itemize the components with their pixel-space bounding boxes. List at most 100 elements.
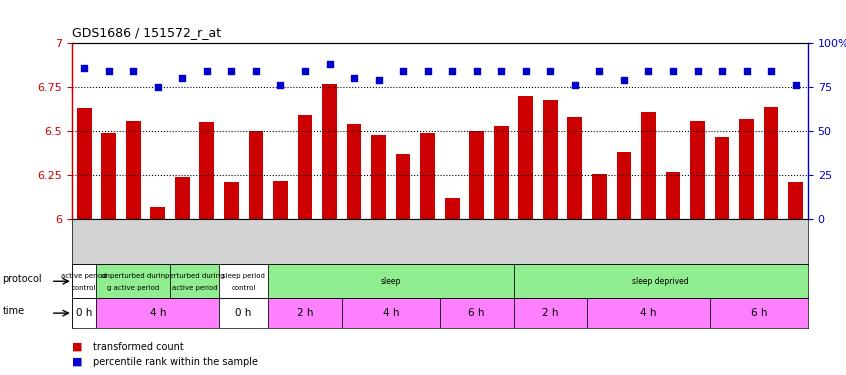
Point — [739, 68, 753, 74]
Point — [249, 68, 262, 74]
Text: 6 h: 6 h — [469, 308, 485, 318]
Bar — [126, 121, 140, 219]
Bar — [690, 121, 705, 219]
Text: active period: active period — [172, 285, 217, 291]
Point — [126, 68, 140, 74]
Text: percentile rank within the sample: percentile rank within the sample — [93, 357, 258, 367]
Text: GDS1686 / 151572_r_at: GDS1686 / 151572_r_at — [72, 26, 221, 39]
Point — [347, 75, 360, 81]
Bar — [102, 133, 116, 219]
Text: 0 h: 0 h — [76, 308, 92, 318]
Bar — [568, 117, 582, 219]
Bar — [298, 116, 312, 219]
Bar — [587, 298, 710, 328]
Bar — [322, 84, 337, 219]
Bar — [342, 298, 440, 328]
Bar — [710, 298, 808, 328]
Text: active period: active period — [62, 273, 107, 279]
Point — [396, 68, 409, 74]
Text: 2 h: 2 h — [542, 308, 558, 318]
Point — [494, 68, 508, 74]
Point — [445, 68, 459, 74]
Bar — [170, 264, 219, 298]
Bar — [175, 177, 190, 219]
Bar — [72, 298, 96, 328]
Bar — [347, 124, 361, 219]
Point — [420, 68, 435, 74]
Point — [519, 68, 532, 74]
Text: 4 h: 4 h — [150, 308, 166, 318]
Point — [200, 68, 213, 74]
Text: sleep: sleep — [381, 277, 401, 286]
Point — [666, 68, 679, 74]
Bar — [96, 298, 219, 328]
Point — [371, 77, 385, 83]
Point — [298, 68, 311, 74]
Text: sleep deprived: sleep deprived — [633, 277, 689, 286]
Text: protocol: protocol — [3, 274, 42, 284]
Point — [102, 68, 115, 74]
Bar — [543, 99, 558, 219]
Bar — [739, 119, 754, 219]
Point — [641, 68, 655, 74]
Bar — [151, 207, 165, 219]
Bar — [396, 154, 410, 219]
Bar — [273, 181, 288, 219]
Point — [470, 68, 483, 74]
Bar — [470, 131, 484, 219]
Point — [690, 68, 704, 74]
Text: 6 h: 6 h — [750, 308, 767, 318]
Bar — [420, 133, 435, 219]
Text: unperturbed durin: unperturbed durin — [102, 273, 165, 279]
Point — [322, 61, 336, 67]
Bar — [219, 264, 268, 298]
Bar — [249, 131, 263, 219]
Bar — [514, 298, 587, 328]
Bar — [445, 198, 459, 219]
Point — [764, 68, 777, 74]
Point — [175, 75, 189, 81]
Bar — [200, 123, 214, 219]
Bar — [77, 108, 91, 219]
Text: control: control — [232, 285, 255, 291]
Bar — [514, 264, 808, 298]
Bar — [96, 264, 170, 298]
Bar — [224, 182, 239, 219]
Bar — [219, 298, 268, 328]
Point — [543, 68, 557, 74]
Point — [788, 82, 802, 88]
Text: ■: ■ — [72, 342, 86, 352]
Text: time: time — [3, 306, 25, 316]
Point — [592, 68, 606, 74]
Bar — [371, 135, 386, 219]
Point — [568, 82, 581, 88]
Bar — [764, 106, 778, 219]
Bar — [494, 126, 508, 219]
Text: 2 h: 2 h — [297, 308, 313, 318]
Bar — [715, 136, 729, 219]
Point — [715, 68, 728, 74]
Text: 4 h: 4 h — [640, 308, 656, 318]
Bar — [592, 174, 607, 219]
Text: control: control — [72, 285, 96, 291]
Text: g active period: g active period — [107, 285, 159, 291]
Bar — [641, 112, 656, 219]
Bar — [440, 298, 514, 328]
Point — [151, 84, 164, 90]
Text: perturbed during: perturbed during — [165, 273, 224, 279]
Text: 4 h: 4 h — [382, 308, 399, 318]
Text: transformed count: transformed count — [93, 342, 184, 352]
Text: ■: ■ — [72, 357, 86, 367]
Bar — [519, 96, 533, 219]
Point — [77, 65, 91, 71]
Bar — [666, 172, 680, 219]
Bar — [268, 298, 342, 328]
Text: sleep period: sleep period — [222, 273, 265, 279]
Bar — [268, 264, 514, 298]
Bar — [788, 182, 803, 219]
Point — [617, 77, 630, 83]
Bar — [617, 152, 631, 219]
Bar — [72, 264, 96, 298]
Point — [273, 82, 287, 88]
Point — [224, 68, 239, 74]
